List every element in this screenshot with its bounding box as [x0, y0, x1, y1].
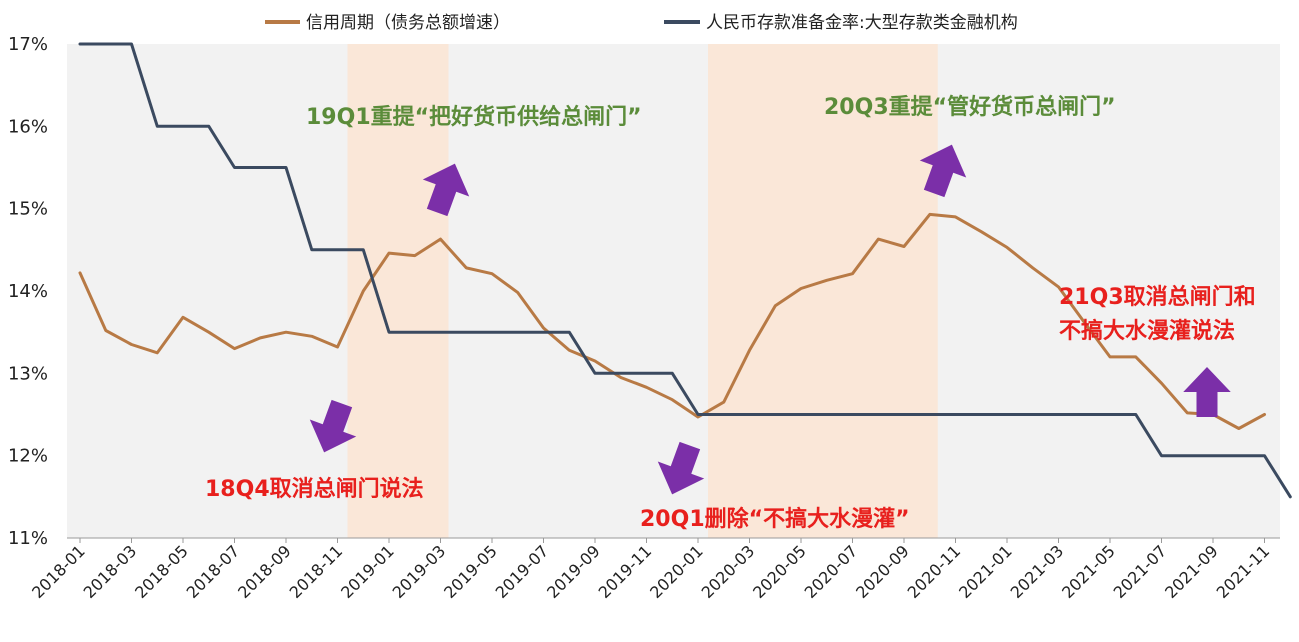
y-tick-label: 11% — [8, 528, 48, 549]
x-tick-label: 2020-07 — [801, 541, 862, 602]
x-tick-label: 2021-03 — [1007, 541, 1068, 602]
plot-area — [67, 44, 1280, 538]
x-tick-label: 2021-01 — [955, 541, 1016, 602]
shaded-period-2 — [708, 44, 938, 538]
arrow-down-20q1-shape — [657, 441, 705, 495]
x-tick-label: 2018-05 — [131, 541, 192, 602]
arrow-up-20q3 — [919, 144, 967, 198]
x-tick-label: 2018-11 — [286, 541, 347, 602]
x-tick-label: 2019-09 — [543, 541, 604, 602]
series-lines — [78, 42, 1292, 499]
arrows — [309, 144, 1231, 495]
annotation-21q3-line2: 不搞大水漫灌说法 — [1059, 318, 1235, 344]
y-tick-label: 17% — [8, 34, 48, 55]
annotations: 19Q1重提“把好货币供给总闸门” 20Q3重提“管好货币总闸门” 18Q4取消… — [205, 94, 1256, 532]
annotation-21q3-line1: 21Q3取消总闸门和 — [1059, 284, 1256, 310]
plot-background-layer — [67, 44, 1280, 538]
x-tick-label: 2019-07 — [492, 541, 553, 602]
annotation-20q1: 20Q1删除“不搞大水漫灌” — [640, 506, 910, 532]
arrow-down-20q1 — [657, 441, 705, 495]
legend-label-rrr: 人民币存款准备金率:大型存款类金融机构 — [706, 13, 1018, 33]
x-tick-label: 2020-11 — [904, 541, 965, 602]
arrow-up-21q3-shape — [1183, 367, 1231, 417]
arrow-up-19q1-shape — [422, 163, 470, 217]
x-tick-label: 2019-01 — [337, 541, 398, 602]
y-tick-label: 14% — [8, 281, 48, 302]
arrow-up-21q3 — [1183, 367, 1231, 417]
x-tick-label: 2021-11 — [1213, 541, 1274, 602]
annotation-20q3: 20Q3重提“管好货币总闸门” — [824, 94, 1116, 120]
annotation-19q1: 19Q1重提“把好货币供给总闸门” — [306, 104, 642, 130]
legend-label-credit: 信用周期（债务总额增速） — [306, 13, 510, 33]
series-line-credit-cycle — [78, 212, 1266, 430]
x-tick-label: 2021-09 — [1161, 541, 1222, 602]
annotation-18q4: 18Q4取消总闸门说法 — [205, 476, 424, 502]
x-tick-label: 2019-05 — [440, 541, 501, 602]
legend: 信用周期（债务总额增速） 人民币存款准备金率:大型存款类金融机构 — [265, 13, 1018, 33]
y-tick-label: 13% — [8, 363, 48, 384]
arrow-down-18q4 — [309, 399, 357, 453]
y-tick-label: 15% — [8, 199, 48, 220]
y-tick-label: 12% — [8, 446, 48, 467]
x-tick-label: 2018-07 — [183, 541, 244, 602]
x-tick-label: 2018-09 — [234, 541, 295, 602]
x-tick-label: 2020-05 — [749, 541, 810, 602]
x-tick-label: 2020-01 — [646, 541, 707, 602]
series-line-rrr — [78, 42, 1292, 499]
x-tick-label: 2019-11 — [595, 541, 656, 602]
arrow-down-18q4-shape — [309, 399, 357, 453]
shaded-periods — [347, 44, 938, 538]
x-tick-label: 2019-03 — [389, 541, 450, 602]
x-tick-label: 2021-07 — [1110, 541, 1171, 602]
x-tick-label: 2020-03 — [698, 541, 759, 602]
arrow-up-19q1 — [422, 163, 470, 217]
x-tick-label: 2021-05 — [1058, 541, 1119, 602]
y-tick-label: 16% — [8, 116, 48, 137]
x-tick-label: 2018-03 — [80, 541, 141, 602]
x-tick-label: 2020-09 — [852, 541, 913, 602]
arrow-up-20q3-shape — [919, 144, 967, 198]
x-tick-label: 2018-01 — [28, 541, 89, 602]
